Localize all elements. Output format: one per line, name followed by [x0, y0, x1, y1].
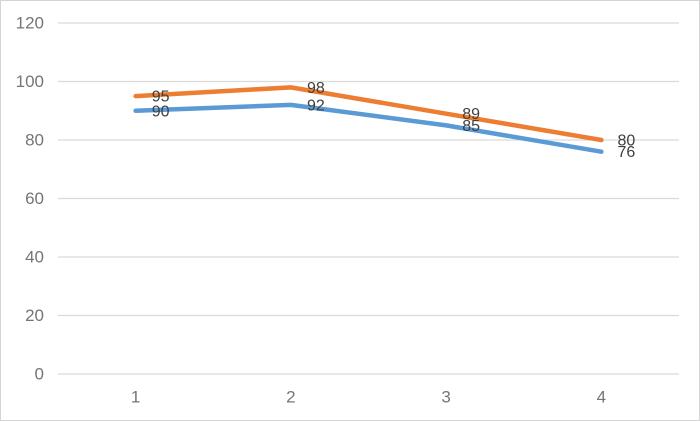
y-axis-tick-label: 120 — [16, 14, 44, 33]
blue-series-data-label: 90 — [152, 103, 170, 120]
blue-series-data-label: 85 — [462, 118, 480, 135]
x-axis-tick-label: 2 — [286, 388, 295, 407]
y-axis-tick-label: 40 — [25, 248, 44, 267]
x-axis-tick-label: 3 — [441, 388, 450, 407]
orange-series-data-label: 80 — [617, 133, 635, 150]
blue-series-line — [133, 102, 604, 154]
blue-series-data-label: 92 — [307, 97, 325, 114]
blue-series-data-label: 76 — [617, 144, 635, 161]
x-axis-tick-label: 1 — [131, 388, 140, 407]
x-axis-tick-label: 4 — [597, 388, 606, 407]
y-axis-tick-label: 20 — [25, 306, 44, 325]
y-axis-tick-label: 100 — [16, 72, 44, 91]
y-axis-tick-label: 60 — [25, 189, 44, 208]
orange-series-data-label: 89 — [462, 106, 480, 123]
orange-series-line — [133, 85, 604, 143]
orange-series-data-label: 95 — [152, 89, 170, 106]
y-axis-tick-label: 80 — [25, 131, 44, 150]
orange-series-data-label: 98 — [307, 80, 325, 97]
y-axis-tick-label: 0 — [35, 365, 44, 384]
